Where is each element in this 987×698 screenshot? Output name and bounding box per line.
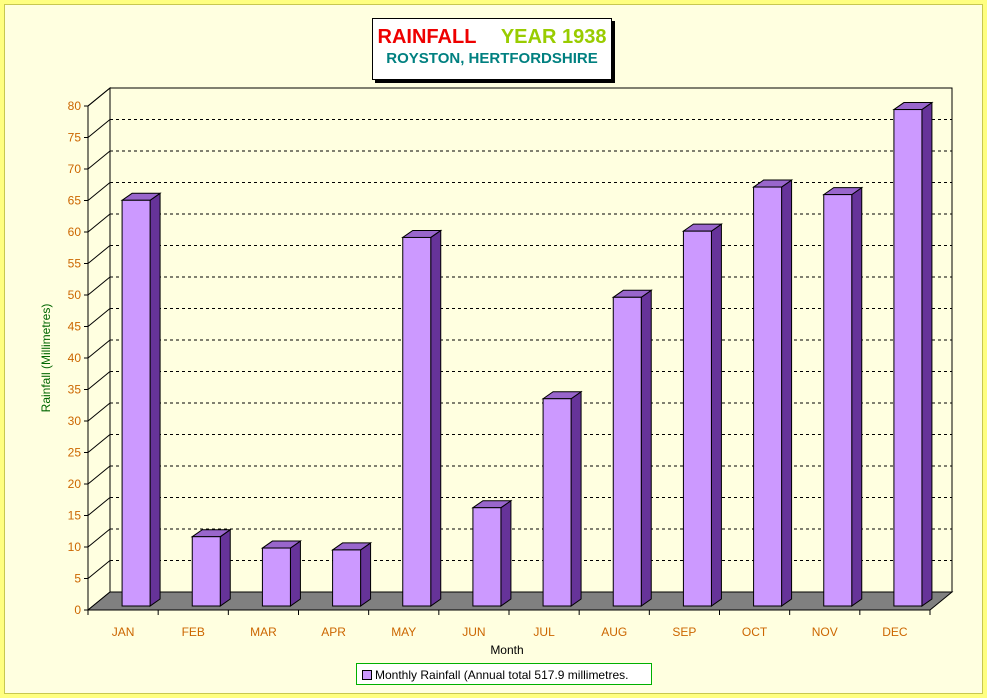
gridlines <box>87 87 952 579</box>
y-tick-label: 50 <box>68 288 82 302</box>
x-tick-label: FEB <box>182 625 205 639</box>
bar-side <box>430 229 442 607</box>
gridline-side <box>87 119 111 138</box>
bar <box>542 398 572 607</box>
bar <box>753 186 783 607</box>
bar-side <box>851 186 863 607</box>
bar-side <box>219 528 231 607</box>
gridline-side <box>87 402 111 422</box>
bar-side <box>289 540 301 607</box>
chart-title: RAINFALL YEAR 1938 <box>373 25 611 49</box>
legend: Monthly Rainfall (Annual total 517.9 mil… <box>356 663 652 685</box>
bar <box>893 109 923 607</box>
x-tick-label: OCT <box>742 625 768 639</box>
gridline-side <box>87 528 111 548</box>
bar <box>472 507 502 607</box>
y-tick-label: 75 <box>68 131 82 145</box>
bar <box>121 199 151 607</box>
x-tick-label: MAR <box>250 625 277 639</box>
y-tick-label: 15 <box>68 509 82 523</box>
y-tick-label: 5 <box>74 572 81 586</box>
title-box: RAINFALL YEAR 1938 ROYSTON, HERTFORDSHIR… <box>372 18 612 80</box>
bar-chart: 0 5 10 15 20 25 30 35 40 45 50 55 60 65 70 75 80 JAN FEB M… <box>39 86 954 657</box>
gridline-side <box>87 339 111 359</box>
gridline-side <box>87 150 111 170</box>
y-tick-label: 20 <box>68 477 82 491</box>
gridline-side <box>87 434 111 453</box>
legend-label: Monthly Rainfall (Annual total 517.9 mil… <box>375 668 629 682</box>
y-tick-label: 80 <box>68 99 82 113</box>
bar-side <box>360 541 372 607</box>
x-tick-label: JUN <box>462 625 485 639</box>
bar <box>332 549 362 607</box>
bar <box>823 194 853 607</box>
y-tick-label: 65 <box>68 194 82 208</box>
x-tick-label: MAY <box>391 625 416 639</box>
x-tick-label: JAN <box>112 625 135 639</box>
x-tick-label: SEP <box>672 625 696 639</box>
bar-side <box>500 499 512 607</box>
gridline-side <box>87 213 111 233</box>
x-tick-label: DEC <box>882 625 908 639</box>
title-rainfall: RAINFALL <box>377 26 477 48</box>
gridline-side <box>87 87 111 107</box>
bar <box>682 230 712 607</box>
chart-subtitle: ROYSTON, HERTFORDSHIRE <box>386 50 598 67</box>
gridline-side <box>87 371 111 390</box>
x-tick-label: JUL <box>533 625 555 639</box>
y-tick-label: 0 <box>74 603 81 617</box>
bar <box>191 536 221 607</box>
gridline-side <box>87 182 111 201</box>
bar <box>261 547 291 607</box>
y-tick-label: 25 <box>68 446 82 460</box>
gridline-side <box>87 497 111 516</box>
x-axis: JAN FEB MAR APR MAY JUN JUL AUG SEP OCT NOV DEC <box>87 609 931 639</box>
bar-side <box>710 223 722 607</box>
y-tick-label: 45 <box>68 320 82 334</box>
y-tick-label: 30 <box>68 414 82 428</box>
gridline-side <box>87 245 111 264</box>
gridline-side <box>87 465 111 485</box>
bars <box>120 101 934 607</box>
x-tick-label: APR <box>321 625 346 639</box>
bar <box>402 236 432 607</box>
bar-side <box>921 101 933 607</box>
x-axis-title: Month <box>490 643 523 657</box>
y-tick-label: 70 <box>68 162 82 176</box>
bar <box>612 296 642 607</box>
y-tick-label: 35 <box>68 383 82 397</box>
y-tick-label: 55 <box>68 257 82 271</box>
bar-side <box>570 390 582 607</box>
y-tick-label: 10 <box>68 540 82 554</box>
bar-side <box>149 192 161 607</box>
title-year: YEAR 1938 <box>500 26 607 48</box>
gridline-side <box>87 308 111 327</box>
y-axis: 0 5 10 15 20 25 30 35 40 45 50 55 60 65 70 75 80 <box>68 99 89 617</box>
y-tick-label: 60 <box>68 225 82 239</box>
legend-swatch <box>362 670 372 680</box>
y-tick-label: 40 <box>68 351 82 365</box>
y-axis-title: Rainfall (Millimetres) <box>39 304 53 413</box>
bar-side <box>781 179 793 607</box>
x-tick-label: NOV <box>812 625 838 639</box>
bar-side <box>640 289 652 607</box>
gridline-side <box>87 560 111 579</box>
gridline-side <box>87 276 111 296</box>
x-tick-label: AUG <box>601 625 627 639</box>
